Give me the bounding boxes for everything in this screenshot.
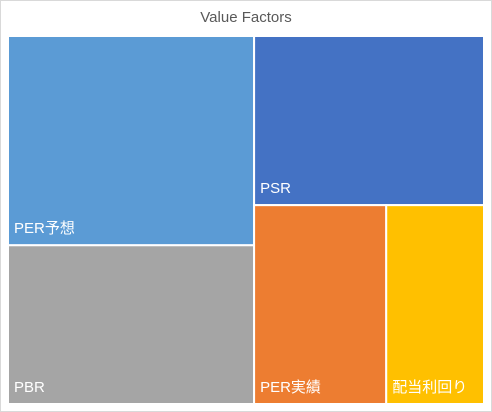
treemap-cell bbox=[7, 244, 256, 405]
cell-label: PER予想 bbox=[14, 220, 75, 237]
cell-label: PER実績 bbox=[260, 379, 321, 396]
cell-label: PBR bbox=[14, 379, 45, 396]
treemap-cell bbox=[385, 204, 485, 405]
treemap-cell bbox=[7, 35, 256, 247]
treemap-cell bbox=[253, 204, 388, 405]
treemap-cell bbox=[253, 35, 485, 207]
cell-label: PSR bbox=[260, 180, 291, 197]
cell-label: 配当利回り bbox=[392, 379, 467, 396]
chart-title: Value Factors bbox=[200, 9, 291, 26]
